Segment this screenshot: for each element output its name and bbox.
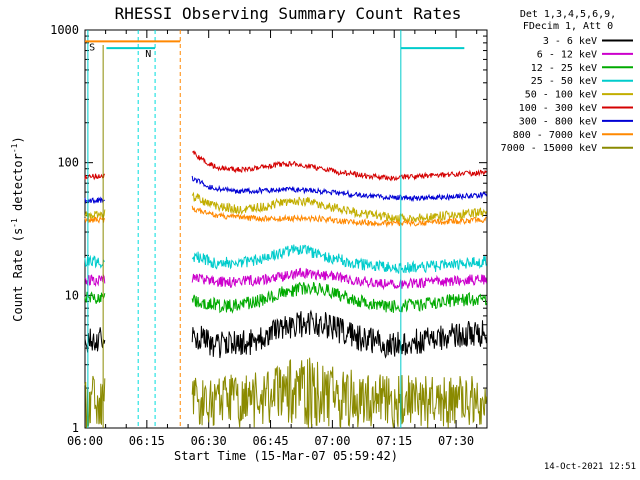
legend-item-label: 7000 - 15000 keV xyxy=(501,143,597,154)
chart-title: RHESSI Observing Summary Count Rates xyxy=(115,4,462,23)
x-tick-label: 07:30 xyxy=(438,434,474,448)
x-tick-label: 06:30 xyxy=(191,434,227,448)
x-axis-label: Start Time (15-Mar-07 05:59:42) xyxy=(174,449,398,463)
legend-item-label: 25 - 50 keV xyxy=(531,76,597,87)
series-line xyxy=(191,191,487,224)
plot-timestamp: 14-Oct-2021 12:51 xyxy=(544,462,636,472)
legend-header-line1: Det 1,3,4,5,6,9, xyxy=(520,9,616,20)
x-tick-label: 06:45 xyxy=(252,434,288,448)
plot-frame xyxy=(84,29,488,429)
series-line xyxy=(191,281,487,314)
y-tick-label: 10 xyxy=(65,288,79,302)
legend-item-label: 300 - 800 keV xyxy=(519,116,597,127)
series-layer xyxy=(84,150,487,429)
x-tick-label: 07:15 xyxy=(376,434,412,448)
legend-item-label: 800 - 7000 keV xyxy=(513,130,597,141)
flag-bar-label: S xyxy=(89,42,95,53)
legend-item-label: 3 - 6 keV xyxy=(543,36,597,47)
x-tick-label: 07:00 xyxy=(314,434,350,448)
y-tick-label: 1000 xyxy=(50,23,79,37)
series-line xyxy=(191,267,487,291)
y-tick-label: 100 xyxy=(57,156,79,170)
series-line xyxy=(191,205,487,228)
legend-item-label: 12 - 25 keV xyxy=(531,63,597,74)
flag-bar-label: N xyxy=(145,49,151,60)
series-line xyxy=(191,309,487,359)
x-tick-label: 06:00 xyxy=(67,434,103,448)
series-line xyxy=(191,244,487,274)
legend-header-line2: FDecim 1, Att 0 xyxy=(523,21,613,32)
legend-layer: 3 - 6 keV 6 - 12 keV 12 - 25 keV 25 - 50 ke… xyxy=(501,36,633,154)
legend-item-label: 6 - 12 keV xyxy=(537,49,597,60)
y-tick-label: 1 xyxy=(72,421,79,435)
legend-item-label: 100 - 300 keV xyxy=(519,103,597,114)
annotations-layer: SN xyxy=(85,30,465,428)
legend-item-label: 50 - 100 keV xyxy=(525,90,597,101)
series-line xyxy=(191,357,487,429)
x-tick-label: 06:15 xyxy=(129,434,165,448)
axes-layer: 1 10 100 1000 06:00 06:15 06:30 06:45 07:00 07:15… xyxy=(50,23,488,448)
series-line xyxy=(192,150,487,182)
y-axis-label: Count Rate (s-1 detector-1) xyxy=(10,136,25,321)
series-line xyxy=(191,175,487,203)
